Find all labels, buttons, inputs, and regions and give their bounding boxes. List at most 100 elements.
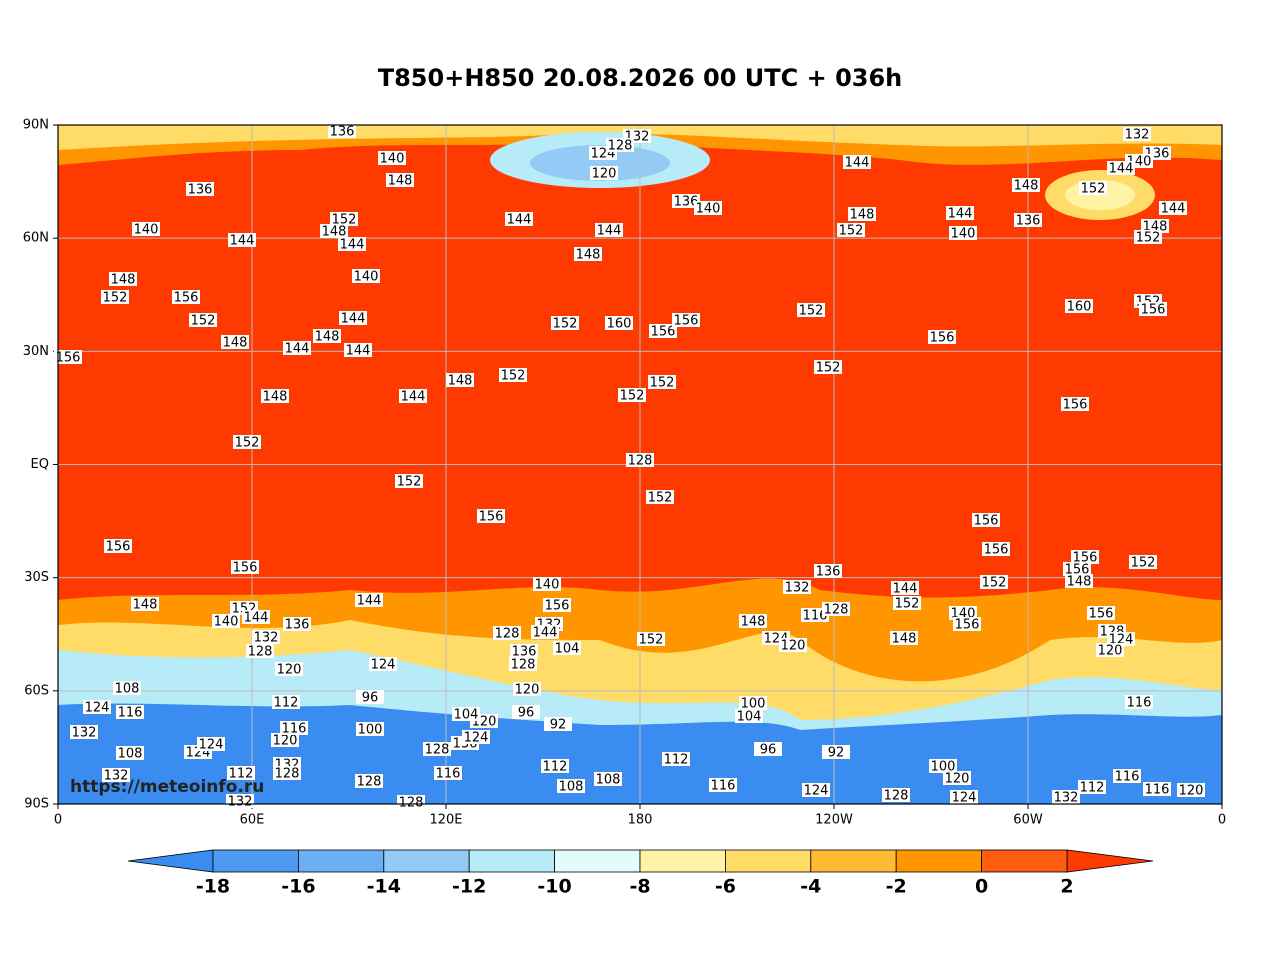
contour-label: 152 <box>1081 182 1106 197</box>
label-box <box>271 733 299 747</box>
label-box <box>1012 178 1040 192</box>
label-box <box>557 779 585 793</box>
contour-label: 128 <box>824 603 849 618</box>
colorbar-extend <box>127 849 214 873</box>
label-box <box>754 742 782 756</box>
contour-labels: 136 1321241281201321361401441401481361441… <box>54 124 1205 811</box>
label-box <box>513 682 541 696</box>
label-box <box>1139 302 1167 316</box>
contour-label: 132 <box>72 726 97 741</box>
label-box <box>605 316 633 330</box>
colorbar: -18 -16 -14 -12 -10 -8 -6 -4 -2 0 2 <box>127 849 1154 898</box>
label-box <box>882 788 910 802</box>
contour-label: 116 <box>436 767 461 782</box>
contour-label: 152 <box>1136 231 1161 246</box>
label-box <box>618 388 646 402</box>
contour-label: 152 <box>553 317 578 332</box>
contour-label: 108 <box>559 780 584 795</box>
label-box <box>649 324 677 338</box>
contour-label: 136 <box>285 618 310 633</box>
label-box <box>972 513 1000 527</box>
contour-label: 148 <box>223 336 248 351</box>
colorbar-label: 0 <box>975 876 988 898</box>
contour-label: 128 <box>399 796 424 811</box>
label-box <box>1107 632 1135 646</box>
y-tick-label: 90S <box>24 797 49 812</box>
label-box <box>928 330 956 344</box>
label-box <box>344 343 372 357</box>
contour-label: 160 <box>1067 300 1092 315</box>
y-tick-label: 60N <box>23 231 49 246</box>
contour-label: 128 <box>425 743 450 758</box>
contour-label: 156 <box>674 314 699 329</box>
label-box <box>893 596 921 610</box>
label-box <box>252 630 280 644</box>
label-box <box>172 290 200 304</box>
label-box <box>953 617 981 631</box>
label-box <box>1096 643 1124 657</box>
contour-label: 124 <box>464 731 489 746</box>
label-box <box>626 453 654 467</box>
colorbar-label: -16 <box>281 876 315 898</box>
contour-label: 156 <box>545 599 570 614</box>
label-box <box>551 316 579 330</box>
contour-label: 116 <box>1145 783 1170 798</box>
label-box <box>783 580 811 594</box>
x-tick-label: 180 <box>628 813 653 828</box>
label-box <box>313 329 341 343</box>
label-box <box>499 368 527 382</box>
contour-label: 136 <box>816 565 841 580</box>
contour-label: 96 <box>362 691 379 706</box>
y-tick-label: 30S <box>24 570 49 585</box>
contour-label: 144 <box>357 594 382 609</box>
label-box <box>101 290 129 304</box>
contour-label: 144 <box>1109 162 1134 177</box>
contour-label: 128 <box>511 658 536 673</box>
contour-label: 140 <box>535 578 560 593</box>
label-box <box>273 766 301 780</box>
label-box <box>493 626 521 640</box>
contour-label: 144 <box>244 611 269 626</box>
contour-label: 144 <box>285 342 310 357</box>
contour-label: 96 <box>518 706 535 721</box>
contour-label: 140 <box>951 227 976 242</box>
label-box <box>272 695 300 709</box>
contour-label: 112 <box>274 696 299 711</box>
label-box <box>648 375 676 389</box>
colorbar-label: 2 <box>1060 876 1073 898</box>
contour-label: 136 <box>188 183 213 198</box>
colorbar-segment <box>895 849 983 873</box>
label-box <box>1143 782 1171 796</box>
contour-label: 108 <box>115 682 140 697</box>
contour-label: 116 <box>118 706 143 721</box>
label-box <box>814 360 842 374</box>
label-box <box>509 657 537 671</box>
contour-label: 152 <box>620 389 645 404</box>
label-box <box>246 644 274 658</box>
label-box <box>212 614 240 628</box>
label-box <box>1134 230 1162 244</box>
label-box <box>814 564 842 578</box>
label-box <box>355 593 383 607</box>
label-box <box>386 173 414 187</box>
contour-label: 156 <box>974 514 999 529</box>
contour-label: 128 <box>608 139 633 154</box>
x-tick-label: 0 <box>1218 813 1226 828</box>
label-box <box>356 690 384 704</box>
label-box <box>1061 397 1089 411</box>
colorbar-label: -8 <box>629 876 650 898</box>
colorbar-label: -6 <box>715 876 736 898</box>
contour-label: 152 <box>799 304 824 319</box>
label-box <box>221 335 249 349</box>
contour-label: 108 <box>118 747 143 762</box>
contour-label: 148 <box>111 273 136 288</box>
label-box <box>1177 783 1205 797</box>
contour-label: 144 <box>346 344 371 359</box>
label-box <box>395 474 423 488</box>
contour-label: 144 <box>340 238 365 253</box>
label-box <box>1052 790 1080 804</box>
contour-label: 116 <box>282 722 307 737</box>
label-box <box>543 598 571 612</box>
label-box <box>280 721 308 735</box>
colorbar-label: -14 <box>367 876 401 898</box>
